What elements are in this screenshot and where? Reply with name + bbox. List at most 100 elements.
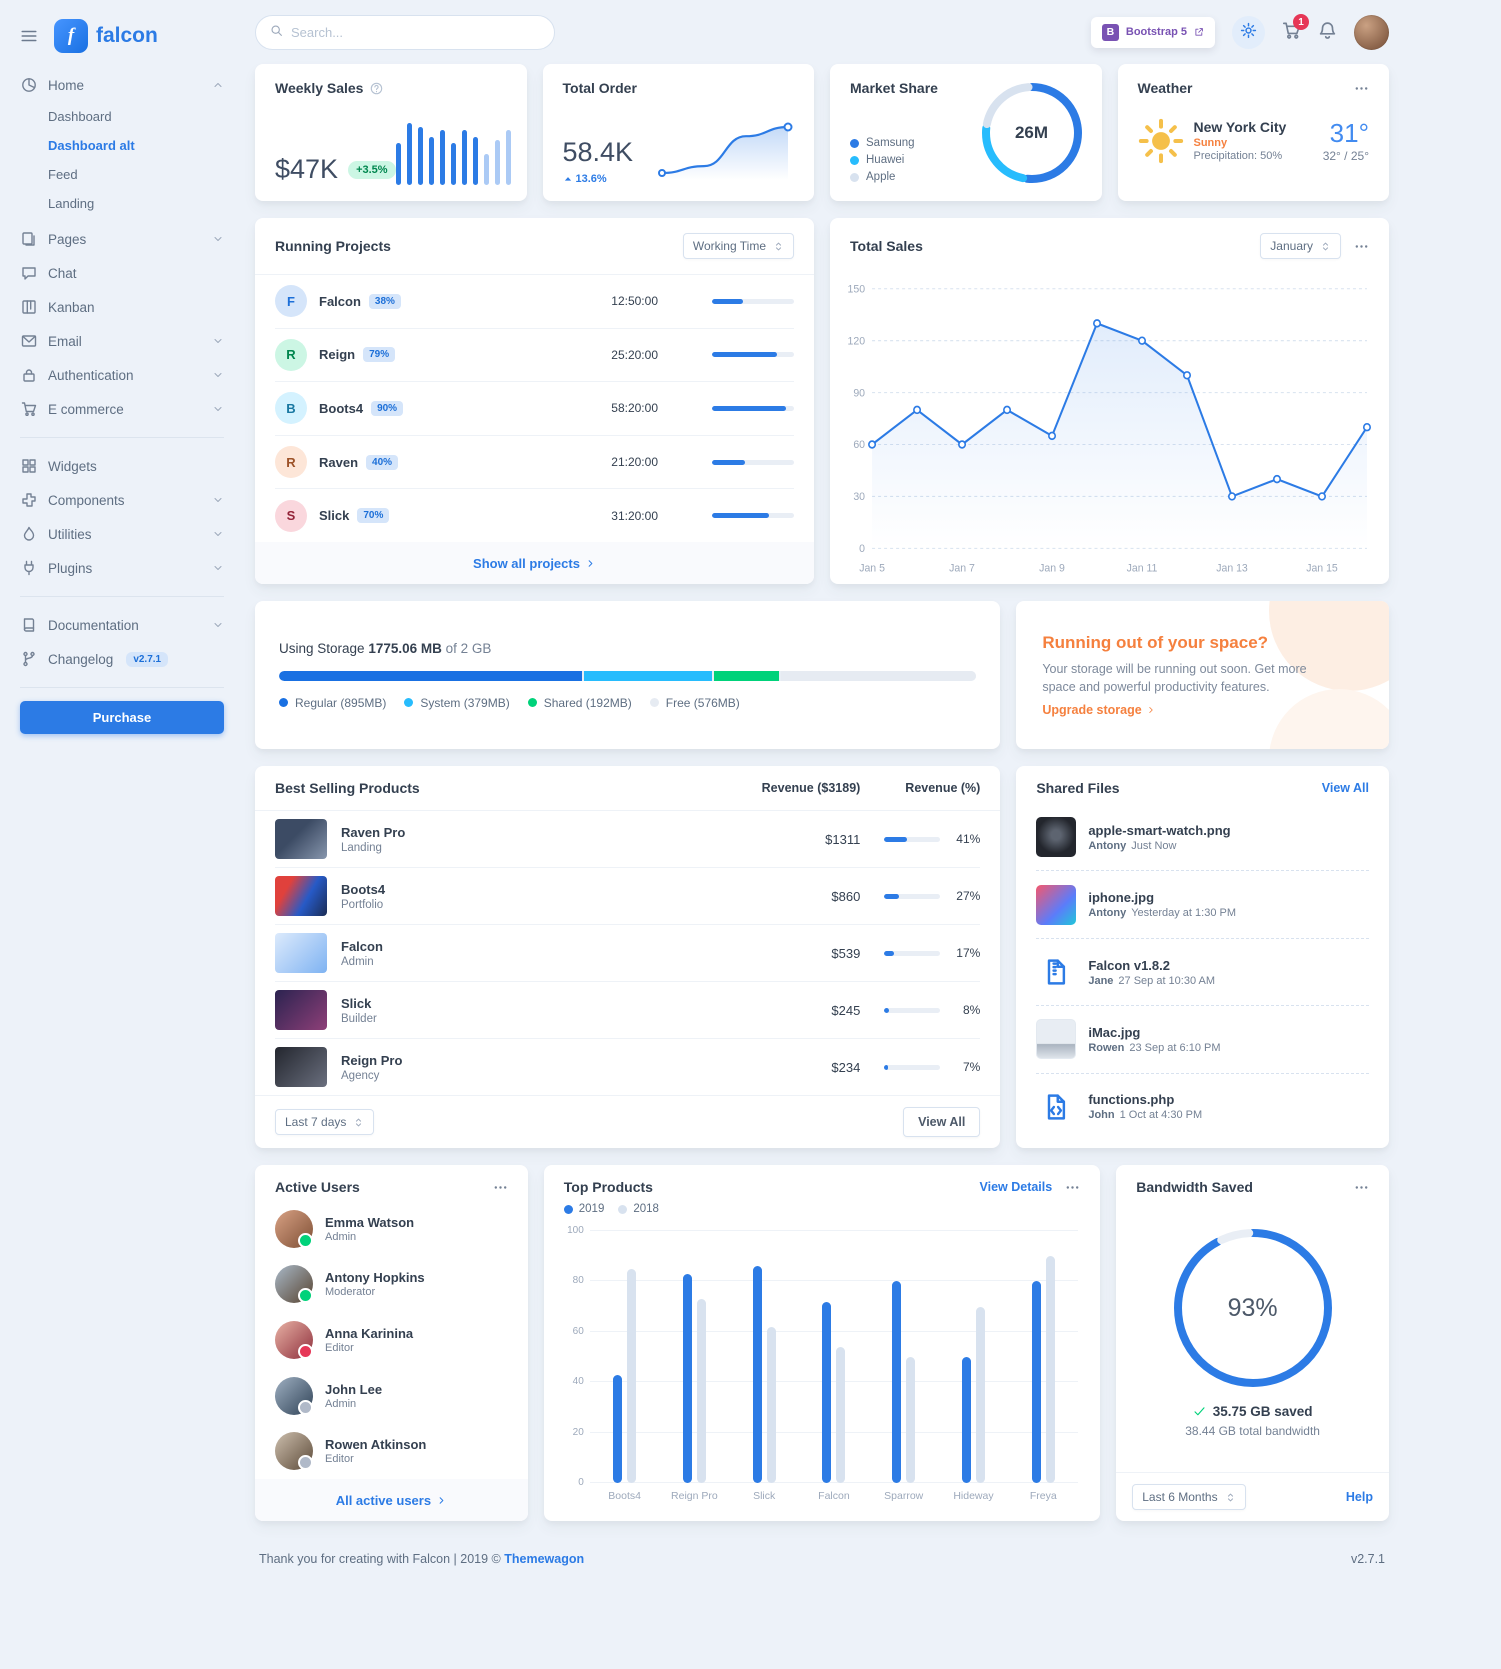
file-row[interactable]: apple-smart-watch.png Antony Just Now <box>1036 804 1369 872</box>
legend-dot <box>527 698 537 707</box>
revenue-percent-label: 7% <box>962 1060 981 1074</box>
sidebar-item-feed[interactable]: Feed <box>48 167 78 182</box>
product-name[interactable]: Reign Pro <box>341 1052 403 1068</box>
sidebar-item-widgets[interactable]: Widgets <box>20 449 224 483</box>
user-name[interactable]: Rowen Atkinson <box>325 1437 427 1453</box>
sidebar-item-ecommerce[interactable]: E commerce <box>20 392 224 426</box>
user-row[interactable]: Anna Karinina Editor <box>275 1312 508 1368</box>
card-menu-icon[interactable] <box>493 1180 508 1195</box>
date-range-select[interactable]: Last 7 days <box>275 1109 375 1135</box>
card-menu-icon[interactable] <box>1065 1180 1080 1195</box>
bootstrap-badge[interactable]: B Bootstrap 5 <box>1090 16 1215 48</box>
project-row[interactable]: F Falcon 38% 12:50:00 <box>275 275 794 329</box>
sort-icon <box>1225 1492 1236 1503</box>
month-select[interactable]: January <box>1260 233 1341 259</box>
view-all-link[interactable]: View All <box>1321 781 1369 795</box>
column-header-revenue: Revenue ($3189) <box>761 781 861 795</box>
sidebar-item-home[interactable]: Home <box>20 68 224 102</box>
project-name[interactable]: Slick <box>319 508 350 524</box>
table-row[interactable]: Falcon Admin $539 17% <box>275 925 981 982</box>
file-name[interactable]: apple-smart-watch.png <box>1088 822 1231 838</box>
user-list: Emma Watson Admin Antony Hopkins Moderator… <box>255 1201 528 1479</box>
project-name[interactable]: Boots4 <box>319 400 364 416</box>
months-select[interactable]: Last 6 Months <box>1132 1484 1246 1510</box>
file-row[interactable]: iMac.jpg Rowen 23 Sep at 6:10 PM <box>1036 1006 1369 1074</box>
sidebar-item-kanban[interactable]: Kanban <box>20 290 224 324</box>
sidebar-item-utilities[interactable]: Utilities <box>20 517 224 551</box>
view-details-link[interactable]: View Details <box>979 1180 1053 1194</box>
user-row[interactable]: Rowen Atkinson Editor <box>275 1423 508 1479</box>
project-row[interactable]: R Raven 40% 21:20:00 <box>275 436 794 490</box>
table-row[interactable]: Reign Pro Agency $234 7% <box>275 1039 980 1095</box>
version-badge: v2.7.1 <box>126 651 169 667</box>
file-name[interactable]: functions.php <box>1088 1092 1175 1108</box>
table-row[interactable]: Boots4 Portfolio $860 27% <box>275 868 981 925</box>
falcon-logo[interactable]: f falcon <box>54 19 158 53</box>
product-name[interactable]: Raven Pro <box>341 824 406 840</box>
user-name[interactable]: Emma Watson <box>325 1214 415 1230</box>
project-name[interactable]: Raven <box>319 454 359 470</box>
file-name[interactable]: Falcon v1.8.2 <box>1088 957 1170 973</box>
view-all-button[interactable]: View All <box>903 1107 981 1137</box>
file-name[interactable]: iphone.jpg <box>1088 890 1155 906</box>
show-all-projects-link[interactable]: Show all projects <box>255 542 814 584</box>
user-row[interactable]: Antony Hopkins Moderator <box>275 1257 508 1313</box>
help-icon[interactable] <box>370 82 383 95</box>
project-name[interactable]: Falcon <box>319 293 361 309</box>
notifications-button[interactable] <box>1318 21 1337 43</box>
project-name[interactable]: Reign <box>319 347 356 363</box>
plug-icon <box>20 560 37 576</box>
project-row[interactable]: S Slick 70% 31:20:00 <box>275 489 794 542</box>
themewagon-link[interactable]: Themewagon <box>504 1552 585 1566</box>
help-link[interactable]: Help <box>1345 1490 1373 1504</box>
user-name[interactable]: Antony Hopkins <box>325 1270 425 1286</box>
project-row[interactable]: B Boots4 90% 58:20:00 <box>275 382 794 436</box>
product-revenue: $234 <box>831 1059 861 1075</box>
file-row[interactable]: functions.php John 1 Oct at 4:30 PM <box>1036 1074 1369 1140</box>
user-row[interactable]: John Lee Admin <box>275 1368 508 1424</box>
caret-up-icon <box>563 174 573 184</box>
sidebar-item-landing[interactable]: Landing <box>48 196 95 211</box>
project-row[interactable]: R Reign 79% 25:20:00 <box>275 329 794 383</box>
project-time: 31:20:00 <box>611 508 658 523</box>
product-name[interactable]: Falcon <box>341 938 383 954</box>
sidebar-item-label: Components <box>48 492 125 508</box>
menu-toggle-icon[interactable] <box>20 27 38 45</box>
market-share-card: Market Share Samsung Huawei <box>830 64 1102 201</box>
sidebar-item-pages[interactable]: Pages <box>20 222 224 256</box>
file-name[interactable]: iMac.jpg <box>1088 1024 1141 1040</box>
working-time-select[interactable]: Working Time <box>682 233 794 259</box>
card-menu-icon[interactable] <box>1354 81 1369 96</box>
sidebar-item-changelog[interactable]: Changelog v2.7.1 <box>20 642 224 676</box>
sidebar-item-dashboard[interactable]: Dashboard <box>48 109 112 124</box>
search-box[interactable] <box>255 14 555 50</box>
user-avatar[interactable] <box>1354 14 1389 50</box>
table-row[interactable]: Slick Builder $245 8% <box>275 982 981 1039</box>
file-row[interactable]: Falcon v1.8.2 Jane 27 Sep at 10:30 AM <box>1036 939 1369 1007</box>
sidebar-item-authentication[interactable]: Authentication <box>20 358 224 392</box>
user-name[interactable]: John Lee <box>325 1381 383 1397</box>
card-menu-icon[interactable] <box>1354 239 1369 254</box>
sidebar-item-chat[interactable]: Chat <box>20 256 224 290</box>
storage-progress-bar <box>279 670 977 681</box>
sidebar-item-documentation[interactable]: Documentation <box>20 608 224 642</box>
cart-button[interactable]: 1 <box>1282 14 1309 43</box>
sidebar-item-plugins[interactable]: Plugins <box>20 551 224 585</box>
sidebar-item-components[interactable]: Components <box>20 483 224 517</box>
sidebar-item-email[interactable]: Email <box>20 324 224 358</box>
card-menu-icon[interactable] <box>1354 1180 1369 1195</box>
purchase-button[interactable]: Purchase <box>20 701 224 734</box>
product-name[interactable]: Boots4 <box>341 881 386 897</box>
sidebar-item-dashboard-alt[interactable]: Dashboard alt <box>48 138 135 153</box>
user-name[interactable]: Anna Karinina <box>325 1325 414 1341</box>
sidebar-item-label: Chat <box>48 265 77 281</box>
table-row[interactable]: Raven Pro Landing $1311 41% <box>275 811 981 868</box>
settings-button[interactable] <box>1232 15 1265 49</box>
user-row[interactable]: Emma Watson Admin <box>275 1201 508 1257</box>
product-name[interactable]: Slick <box>341 995 372 1011</box>
stats-row: Weekly Sales $47K +3.5% Total Order <box>255 64 1389 201</box>
all-active-users-link[interactable]: All active users <box>255 1479 528 1521</box>
upgrade-storage-link[interactable]: Upgrade storage <box>1042 703 1363 717</box>
search-input[interactable] <box>291 24 540 40</box>
file-row[interactable]: iphone.jpg Antony Yesterday at 1:30 PM <box>1036 871 1369 939</box>
